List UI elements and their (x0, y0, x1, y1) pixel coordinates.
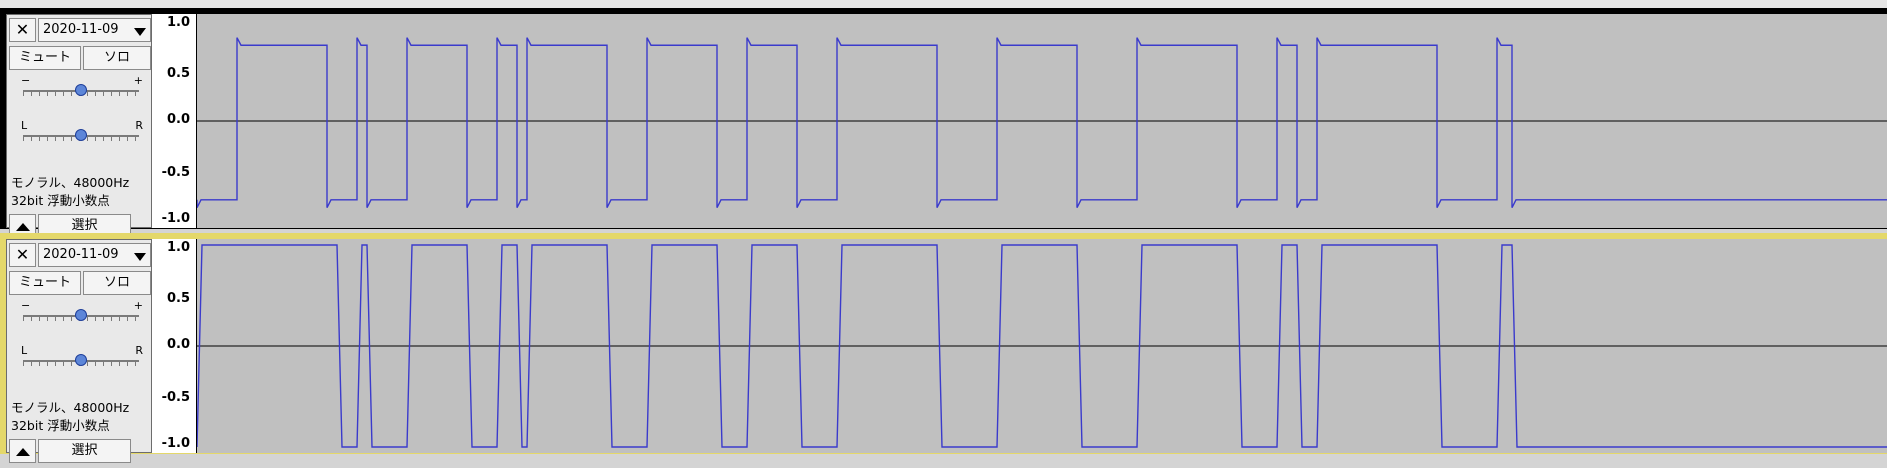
collapse-up-icon (16, 448, 30, 456)
gain-min-label: − (21, 74, 31, 87)
track-name-menu-button[interactable]: 2020-11-09 (38, 18, 151, 42)
track-name-menu-button[interactable]: 2020-11-09 (38, 243, 151, 267)
pan-right-label: R (135, 119, 143, 132)
scale-label: 0.5 (166, 66, 190, 81)
audio-track-2: ✕ 2020-11-09 ミュート ソロ − + L R モノラル、48000H… (0, 233, 1887, 463)
track-format-line-1: モノラル、48000Hz (11, 400, 130, 415)
scale-label: 0.0 (166, 337, 190, 352)
gain-min-label: − (21, 299, 31, 312)
collapse-up-icon (16, 223, 30, 231)
scale-label: -1.0 (161, 211, 190, 226)
scale-label: 1.0 (166, 240, 190, 255)
solo-button[interactable]: ソロ (83, 46, 151, 70)
waveform-path (197, 244, 1887, 448)
close-track-button[interactable]: ✕ (9, 243, 36, 267)
track-format-line-1: モノラル、48000Hz (11, 175, 130, 190)
waveform-area[interactable] (197, 239, 1887, 453)
track-control-panel: ✕ 2020-11-09 ミュート ソロ − + L R モノラル、48000H… (6, 239, 152, 463)
scale-label: -1.0 (161, 436, 190, 451)
select-track-button[interactable]: 選択 (38, 439, 131, 463)
pan-slider[interactable]: L R (21, 119, 143, 148)
gain-slider[interactable]: − + (21, 74, 143, 103)
track-name-label: 2020-11-09 (43, 22, 119, 37)
dropdown-arrow-icon (134, 28, 146, 36)
scale-label: -0.5 (161, 165, 190, 180)
waveform-svg (197, 37, 1887, 208)
pan-slider[interactable]: L R (21, 344, 143, 373)
dropdown-arrow-icon (134, 253, 146, 261)
pan-right-label: R (135, 344, 143, 357)
pan-slider-thumb[interactable] (75, 129, 87, 141)
scale-label: 1.0 (166, 15, 190, 30)
mute-button[interactable]: ミュート (9, 46, 81, 70)
gain-max-label: + (133, 299, 143, 312)
track-format-line-2: 32bit 浮動小数点 (11, 418, 110, 433)
track-format-info: モノラル、48000Hz 32bit 浮動小数点 (11, 399, 129, 435)
amplitude-scale[interactable]: 1.0 0.5 0.0 -0.5 -1.0 (152, 14, 197, 228)
track-control-panel: ✕ 2020-11-09 ミュート ソロ − + L R モノラル、48000H… (6, 14, 152, 238)
pan-left-label: L (21, 119, 28, 132)
solo-button[interactable]: ソロ (83, 271, 151, 295)
gain-slider-thumb[interactable] (75, 84, 87, 96)
close-track-button[interactable]: ✕ (9, 18, 36, 42)
pan-left-label: L (21, 344, 28, 357)
track-format-line-2: 32bit 浮動小数点 (11, 193, 110, 208)
gain-slider-thumb[interactable] (75, 309, 87, 321)
track-name-label: 2020-11-09 (43, 247, 119, 262)
track-format-info: モノラル、48000Hz 32bit 浮動小数点 (11, 174, 129, 210)
collapse-track-button[interactable] (9, 439, 36, 463)
scale-label: -0.5 (161, 390, 190, 405)
gain-max-label: + (133, 74, 143, 87)
amplitude-scale[interactable]: 1.0 0.5 0.0 -0.5 -1.0 (152, 239, 197, 453)
waveform-svg (197, 244, 1887, 448)
scale-label: 0.0 (166, 112, 190, 127)
gain-slider[interactable]: − + (21, 299, 143, 328)
audio-track-1: ✕ 2020-11-09 ミュート ソロ − + L R モノラル、48000H… (0, 8, 1887, 238)
scale-label: 0.5 (166, 291, 190, 306)
mute-button[interactable]: ミュート (9, 271, 81, 295)
waveform-area[interactable] (197, 14, 1887, 228)
waveform-path (197, 37, 1887, 208)
pan-slider-thumb[interactable] (75, 354, 87, 366)
